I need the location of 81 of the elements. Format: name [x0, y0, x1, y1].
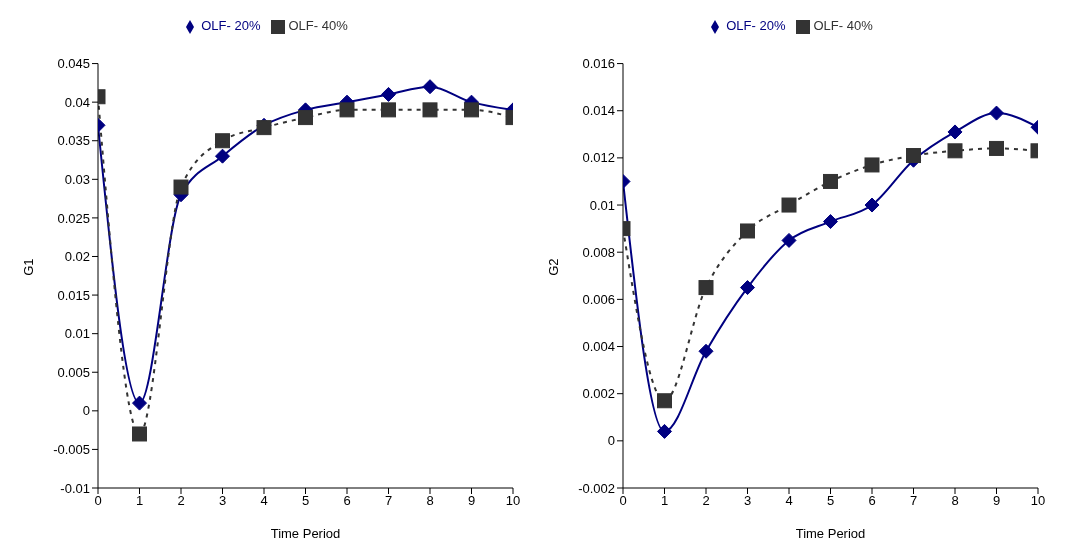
point	[947, 124, 963, 140]
point	[339, 102, 355, 118]
point	[823, 214, 838, 230]
x-tick-label: 4	[260, 493, 268, 509]
x-tick-label: 4	[785, 493, 793, 509]
x-axis-title: Time Period	[795, 526, 866, 541]
x-tick-label: 2	[177, 493, 185, 509]
x-tick-label: 0	[619, 493, 627, 509]
y-tick-label: 0.025	[57, 210, 90, 226]
y-tick-label: 0.014	[582, 103, 615, 119]
point	[698, 343, 714, 359]
point	[781, 232, 797, 248]
x-tick-label: 8	[951, 493, 959, 509]
x-tick-label: 10	[505, 493, 521, 509]
y-tick-label: 0.045	[57, 56, 90, 72]
point	[740, 223, 755, 239]
point	[422, 102, 438, 118]
x-tick-label: 6	[343, 493, 351, 509]
y-tick-label: -0.002	[578, 480, 615, 496]
point	[781, 197, 797, 213]
point	[132, 395, 147, 411]
x-tick-label: 0	[94, 493, 102, 509]
y-tick-label: 0.04	[64, 94, 90, 110]
point	[989, 105, 1004, 121]
y-tick-label: 0.03	[64, 171, 90, 187]
y-tick-label: 0.035	[57, 133, 90, 149]
y-tick-label: 0	[82, 403, 90, 419]
x-tick-label: 6	[868, 493, 876, 509]
point	[864, 197, 880, 213]
x-tick-label: 2	[702, 493, 710, 509]
legend-label: OLF- 40%	[288, 18, 348, 33]
x-tick-label: 3	[743, 493, 752, 509]
point	[698, 280, 714, 296]
legend-label: OLF- 20%	[726, 18, 786, 33]
y-tick-label: 0.02	[64, 249, 90, 265]
y-tick-label: 0.008	[582, 244, 615, 260]
point	[381, 102, 396, 118]
point	[422, 79, 438, 95]
x-tick-label: 1	[660, 493, 669, 509]
point	[740, 280, 755, 296]
y-tick-label: 0.01	[64, 326, 90, 342]
point	[132, 426, 147, 442]
legend-label: OLF- 40%	[813, 18, 873, 33]
point	[823, 173, 838, 189]
x-tick-label: 5	[826, 493, 835, 509]
point	[947, 143, 963, 159]
y-tick-label: 0.005	[57, 364, 90, 380]
y-tick-label: 0.004	[582, 339, 615, 355]
x-tick-label: 7	[384, 493, 393, 509]
y-axis-title: G1	[20, 258, 36, 276]
y-tick-label: 0.016	[582, 56, 615, 72]
x-tick-label: 5	[301, 493, 310, 509]
x-tick-label: 8	[426, 493, 434, 509]
point	[464, 102, 479, 118]
point	[657, 393, 672, 409]
x-tick-label: 1	[135, 493, 144, 509]
point	[215, 133, 230, 149]
point	[298, 110, 313, 126]
y-tick-label: -0.005	[53, 442, 90, 458]
y-tick-label: 0.01	[589, 197, 615, 213]
point	[173, 179, 189, 195]
legend-label: OLF- 20%	[201, 18, 261, 33]
y-tick-label: 0.006	[582, 291, 615, 307]
point	[864, 157, 880, 173]
point	[381, 86, 396, 102]
x-tick-label: 9	[992, 493, 1001, 509]
x-tick-label: 10	[1030, 493, 1046, 509]
y-tick-label: 0	[607, 433, 615, 449]
y-tick-label: 0.012	[582, 150, 615, 166]
y-tick-label: 0.015	[57, 287, 90, 303]
x-tick-label: 9	[467, 493, 476, 509]
x-axis-title: Time Period	[270, 526, 341, 541]
point	[989, 140, 1004, 156]
point	[215, 148, 230, 164]
y-tick-label: -0.01	[60, 480, 90, 496]
y-tick-label: 0.002	[582, 386, 615, 402]
point	[657, 423, 672, 439]
x-tick-label: 7	[909, 493, 918, 509]
x-tick-label: 3	[218, 493, 227, 509]
point	[906, 148, 921, 164]
y-axis-title: G2	[545, 258, 561, 276]
